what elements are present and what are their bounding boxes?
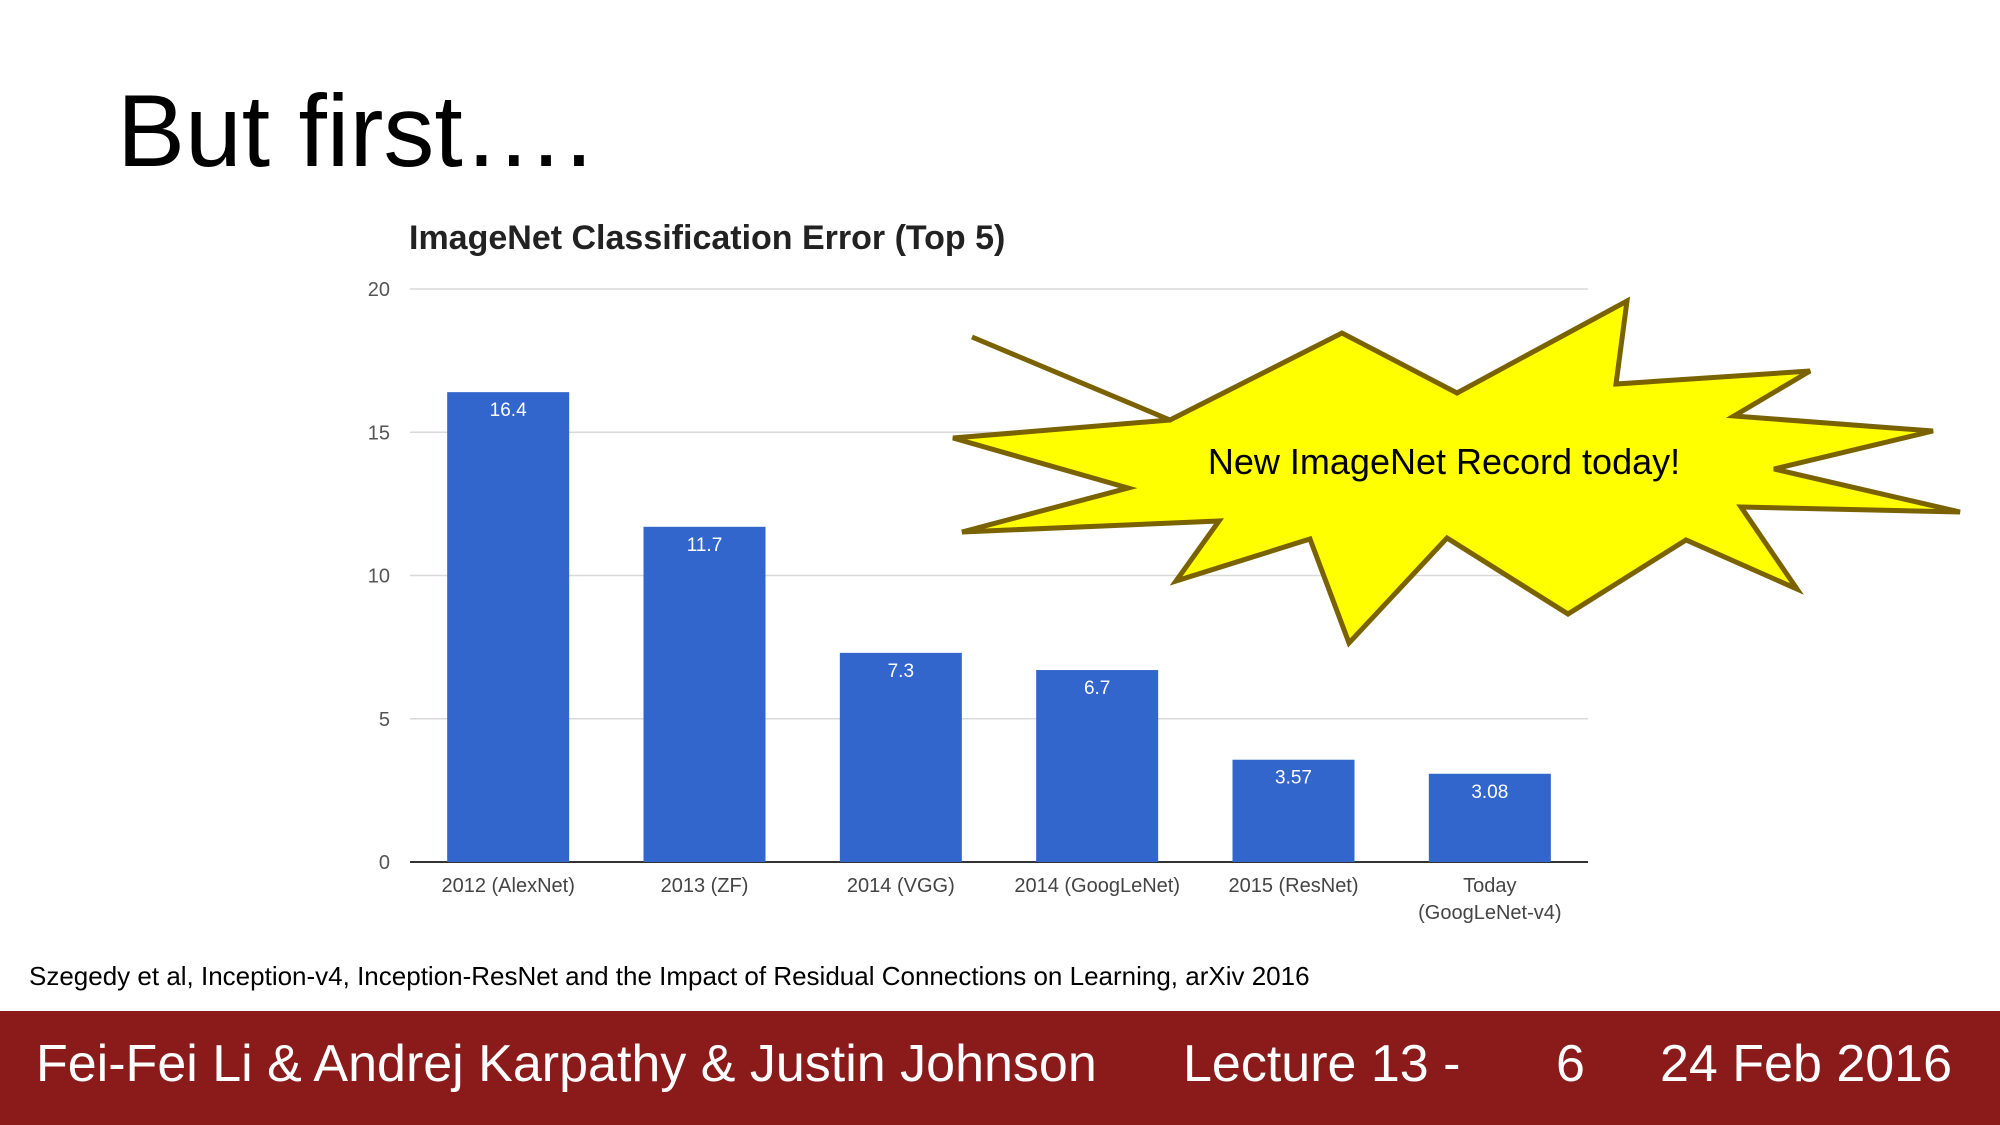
footer-bar xyxy=(0,1011,2000,1125)
bar xyxy=(643,526,766,862)
chart-title: ImageNet Classification Error (Top 5) xyxy=(409,219,1006,257)
y-tick-label: 5 xyxy=(379,709,390,731)
callout: New ImageNet Record today! xyxy=(952,296,1961,648)
bar xyxy=(1428,773,1551,862)
citation: Szegedy et al, Inception-v4, Inception-R… xyxy=(29,961,1310,991)
callout-text: New ImageNet Record today! xyxy=(1208,441,1680,482)
y-tick-label: 0 xyxy=(379,852,390,874)
bar-value-label: 16.4 xyxy=(490,400,527,421)
x-tick-label: 2014 (VGG) xyxy=(847,875,955,897)
bar-value-label: 6.7 xyxy=(1084,678,1110,699)
footer-page-number: 6 xyxy=(1556,1035,1585,1093)
x-tick-label: 2014 (GoogLeNet) xyxy=(1014,875,1180,897)
starburst-shape xyxy=(952,296,1961,648)
y-tick-label: 20 xyxy=(368,279,390,301)
bar-chart: 0 5 10 15 20 16.4 2012 (AlexNet) 11.7 2013 (ZF) 7… xyxy=(368,279,1961,924)
x-tick-label: Today (GoogLeNet-v4) xyxy=(1418,875,1561,924)
bar-value-label: 7.3 xyxy=(888,661,914,682)
x-tick-label: 2015 (ResNet) xyxy=(1228,875,1358,897)
footer-date: 24 Feb 2016 xyxy=(1660,1035,1953,1093)
bar xyxy=(839,652,962,862)
bar xyxy=(1232,759,1355,862)
bar-value-label: 11.7 xyxy=(687,535,723,556)
x-tick-label: 2012 (AlexNet) xyxy=(441,875,574,897)
bar xyxy=(447,392,570,862)
x-tick-label: 2013 (ZF) xyxy=(661,875,749,897)
y-tick-label: 15 xyxy=(368,422,390,444)
bar-value-label: 3.57 xyxy=(1275,768,1312,789)
footer-lecture: Lecture 13 - xyxy=(1183,1035,1461,1093)
y-tick-label: 10 xyxy=(368,566,390,588)
slide-title: But first…. xyxy=(117,74,594,188)
bar xyxy=(1036,670,1159,862)
bar-value-label: 3.08 xyxy=(1471,782,1508,803)
footer-authors: Fei-Fei Li & Andrej Karpathy & Justin Jo… xyxy=(36,1035,1097,1093)
